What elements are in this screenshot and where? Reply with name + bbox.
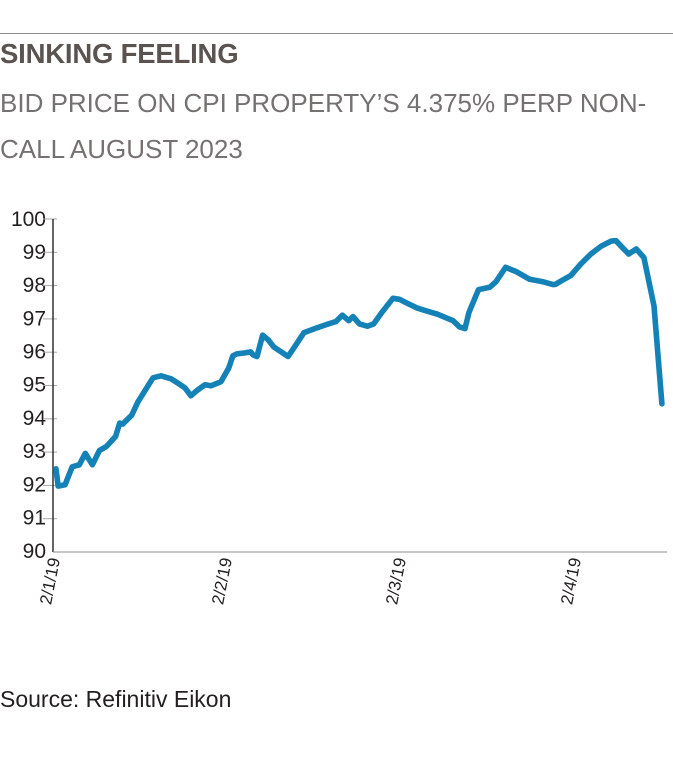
svg-text:91: 91 [23, 507, 46, 530]
svg-text:2/2/19: 2/2/19 [208, 556, 236, 606]
svg-text:97: 97 [23, 308, 46, 331]
svg-text:2/3/19: 2/3/19 [382, 556, 410, 606]
svg-text:90: 90 [23, 540, 46, 563]
svg-text:100: 100 [11, 208, 46, 231]
svg-text:96: 96 [23, 341, 46, 364]
svg-text:99: 99 [23, 241, 46, 264]
svg-text:95: 95 [23, 374, 46, 397]
svg-text:98: 98 [23, 274, 46, 297]
svg-text:94: 94 [23, 407, 47, 430]
svg-text:92: 92 [23, 474, 46, 497]
svg-text:2/4/19: 2/4/19 [557, 556, 585, 606]
svg-text:2/1/19: 2/1/19 [36, 556, 64, 606]
svg-text:93: 93 [23, 440, 46, 463]
